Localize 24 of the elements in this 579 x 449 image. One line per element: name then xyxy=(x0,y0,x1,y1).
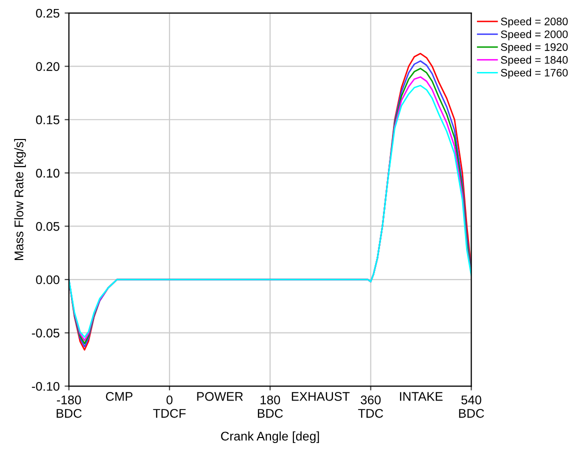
y-tick-label: -0.05 xyxy=(32,328,60,338)
x-tick-label: -180 BDC xyxy=(56,396,82,418)
legend-label: Speed = 1840 xyxy=(500,56,568,66)
legend-label: Speed = 2080 xyxy=(500,17,568,28)
x-tick-label: 360 TDC xyxy=(358,396,384,418)
y-tick-label: 0.05 xyxy=(36,222,60,231)
y-tick-label: 0.10 xyxy=(36,168,60,178)
text: POWER xyxy=(197,392,243,401)
y-tick-label: 0.20 xyxy=(36,62,60,71)
y-axis-title: Mass Flow Rate [kg/s] xyxy=(14,138,26,260)
legend-label: Speed = 2000 xyxy=(500,30,568,40)
y-tick-label: -0.10 xyxy=(32,382,60,391)
y-tick-label: 0.00 xyxy=(36,275,60,284)
text: INTAKE xyxy=(400,392,443,401)
text: EXHAUST xyxy=(292,392,350,401)
legend-label: Speed = 1760 xyxy=(500,68,568,79)
y-tick-label: 0.25 xyxy=(36,8,60,18)
y-tick-label: 0.15 xyxy=(36,115,60,124)
x-axis-title: Crank Angle [deg] xyxy=(221,431,319,444)
x-tick-label: 180 BDC xyxy=(258,396,283,418)
x-tick-label: 0 TDCF xyxy=(153,396,186,418)
legend-label: Speed = 1920 xyxy=(500,42,568,54)
x-tick-label: 540 BDC xyxy=(459,396,484,418)
text: CMP xyxy=(106,392,132,401)
